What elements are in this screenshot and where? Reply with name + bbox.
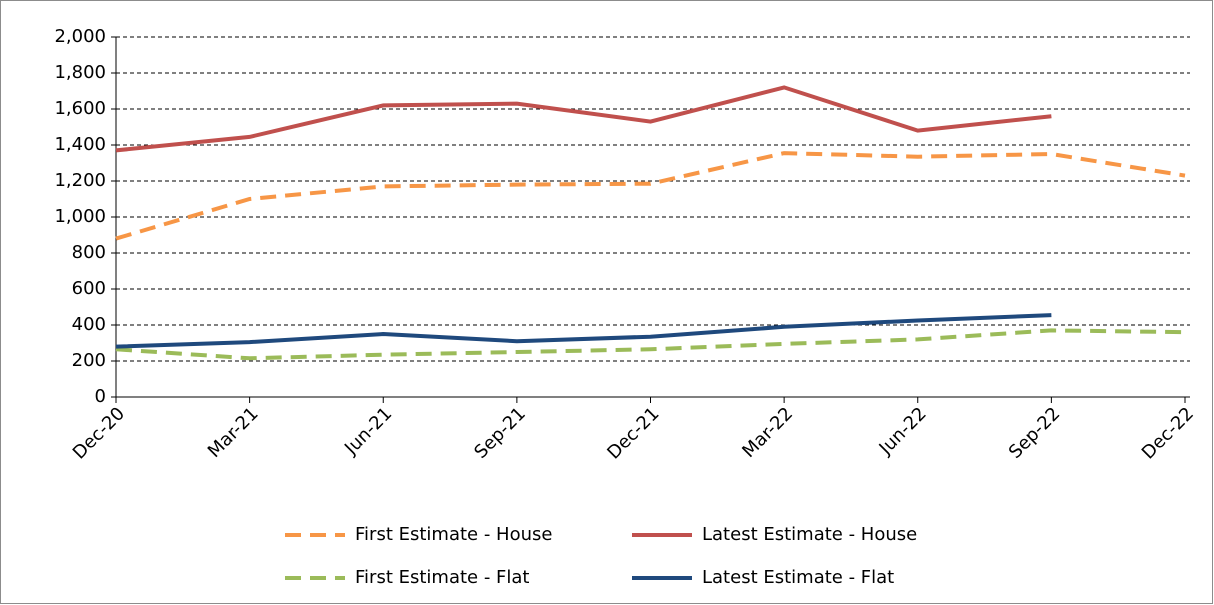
y-tick-label: 0	[95, 386, 106, 407]
y-tick-label: 800	[72, 242, 106, 263]
series-line	[115, 328, 1186, 361]
y-tick-label: 1,400	[54, 134, 106, 155]
y-tick-label: 1,800	[54, 62, 106, 83]
series-line	[115, 85, 1052, 153]
y-tick-label: 1,000	[54, 206, 106, 227]
y-tick-label: 600	[72, 278, 106, 299]
legend-label: First Estimate - House	[355, 524, 552, 545]
y-tick-label: 2,000	[54, 26, 106, 47]
legend-label: First Estimate - Flat	[355, 567, 530, 588]
y-tick-label: 1,600	[54, 98, 106, 119]
legend-label: Latest Estimate - Flat	[702, 567, 894, 588]
y-tick-label: 1,200	[54, 170, 106, 191]
series-line	[115, 313, 1052, 349]
y-tick-label: 400	[72, 314, 106, 335]
legend-label: Latest Estimate - House	[702, 524, 917, 545]
y-tick-label: 200	[72, 350, 106, 371]
series-line	[115, 151, 1186, 241]
